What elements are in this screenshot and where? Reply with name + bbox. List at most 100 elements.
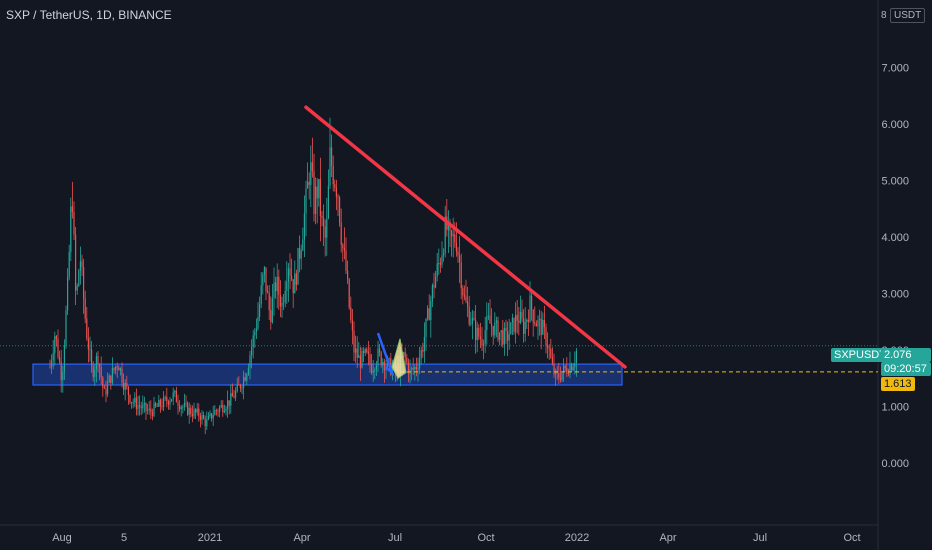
candle-body [116,366,118,368]
candle-body [175,390,177,403]
candle-body [374,370,376,371]
candle-body [199,416,201,420]
candle-body [319,179,321,216]
candle-body [307,181,309,189]
candle-body [431,285,433,302]
candle-body [375,365,377,371]
candle-body [153,403,155,416]
candle-body [148,408,150,411]
candle-body [511,317,513,323]
y-tick-label: 1.000 [881,401,909,413]
candle-body [334,184,336,188]
candle-body [102,377,104,388]
candle-body [411,368,413,370]
x-tick-label: Apr [659,532,676,544]
candle-body [62,371,64,381]
candle-body [111,367,113,383]
candle-body [380,352,382,366]
candle-body [251,346,253,356]
candle-body [499,332,501,340]
candle-body [427,308,429,319]
candle-body [345,250,347,271]
candle-body [179,405,181,410]
candle-body [415,366,417,370]
candle-body [353,330,355,353]
candle-body [491,323,493,326]
candle-body [489,315,491,324]
candle-body [463,295,465,297]
candle-body [435,276,437,288]
candle-body [521,311,523,319]
candle-body [561,372,563,380]
candle-body [294,273,296,294]
candle-body [262,274,264,286]
candle-body [468,306,470,325]
candle-body [246,374,248,381]
candle-body [484,330,486,344]
candle-body [268,292,270,311]
candle-body [379,348,381,353]
candle-body [190,407,192,415]
candle-body [73,212,75,235]
currency-unit-badge[interactable]: USDT [890,8,926,23]
candle-body [428,308,430,321]
candle-body [75,234,77,291]
candle-body [54,336,56,354]
candle-body [343,248,345,251]
candle-body [567,373,569,375]
candle-body [545,327,547,346]
candle-body [108,375,110,383]
descending-trendline [304,105,627,369]
candle-body [366,349,368,352]
candle-body [574,363,576,368]
y-tick-label: 6.000 [881,119,909,131]
candle-body [423,337,425,352]
candle-body [86,318,88,339]
candle-body [315,186,317,214]
candle-body [60,361,62,381]
support-zone [32,363,623,386]
candle-body [51,360,53,368]
candle-body [494,322,496,336]
candle-body [270,310,272,323]
candle-body [182,407,184,408]
candle-body [340,222,342,245]
candle-body [447,221,449,230]
candle-body [244,377,246,381]
candle-body [326,218,328,238]
candle-body [558,373,560,378]
candle-body [59,357,61,362]
candle-body [500,330,502,333]
candle-body [235,391,237,398]
candle-body [297,248,299,285]
candle-body [457,251,459,256]
candle-body [252,335,254,347]
candle-body [100,367,102,378]
candle-body [212,415,214,419]
candle-body [211,413,213,419]
candle-body [516,314,518,321]
candle-body [300,250,302,259]
candle-body [89,349,91,351]
candle-body [371,363,373,373]
candle-body [420,350,422,359]
candle-body [529,295,531,322]
candle-body [279,294,281,307]
candle-body [83,267,85,299]
candle-body [441,255,443,265]
candle-body [129,395,131,403]
candle-body [159,400,161,407]
candle-body [359,355,361,368]
candle-body [503,327,505,345]
candle-body [180,407,182,410]
candle-body [551,357,553,364]
candle-body [188,407,190,415]
candle-body [103,387,105,389]
candle-body [476,327,478,340]
candle-body [57,339,59,358]
candle-body [257,316,259,329]
candle-body [467,301,469,307]
candle-body [185,403,187,404]
candle-body [65,310,67,346]
